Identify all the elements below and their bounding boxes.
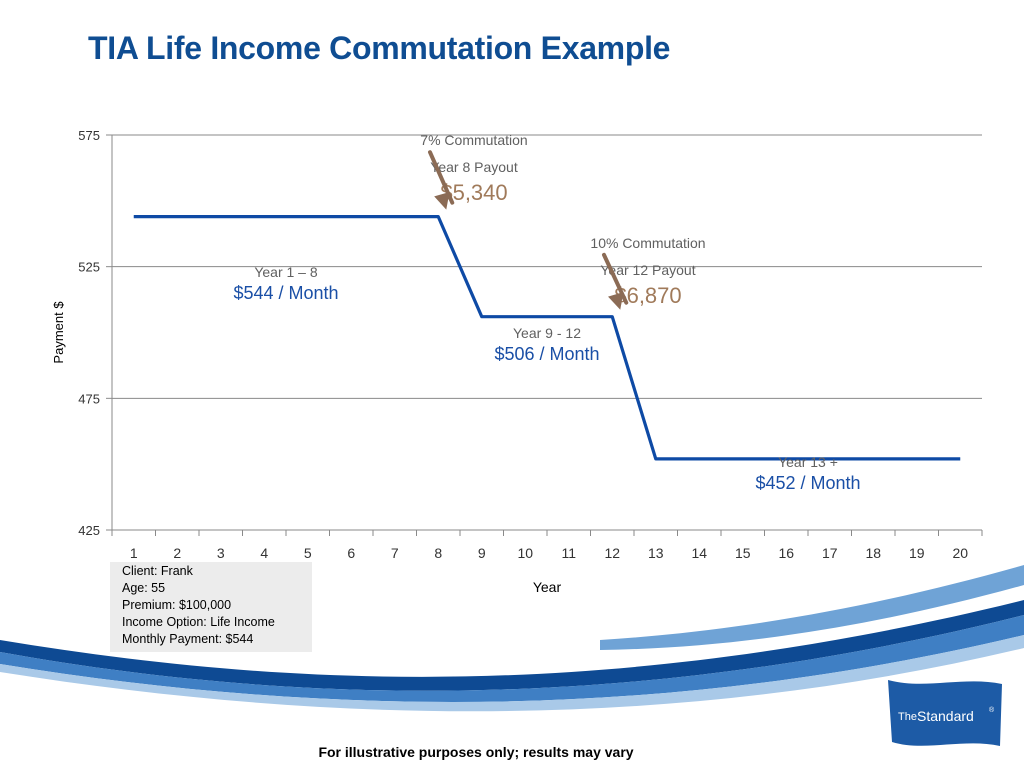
y-axis-title: Payment $	[51, 301, 66, 364]
x-tick-label: 10	[517, 545, 533, 561]
period-amount: $506	[494, 344, 534, 364]
period-label: Year 9 - 12	[513, 325, 581, 341]
period-value: $544 / Month	[233, 283, 338, 303]
x-tick-label: 17	[822, 545, 838, 561]
x-tick-label: 14	[691, 545, 707, 561]
y-tick-label: 575	[78, 128, 100, 143]
x-tick-label: 15	[735, 545, 751, 561]
x-tick-label: 16	[778, 545, 794, 561]
x-tick-label: 3	[217, 545, 225, 561]
y-tick-label: 475	[78, 391, 100, 406]
period-value: $506 / Month	[494, 344, 599, 364]
period-unit: / Month	[535, 344, 600, 364]
logo-the-text: The	[898, 711, 917, 723]
x-axis-title: Year	[533, 579, 562, 595]
the-standard-logo: The Standard ®	[888, 680, 1002, 746]
x-tick-label: 18	[865, 545, 881, 561]
x-tick-label: 6	[347, 545, 355, 561]
period-amount: $544	[233, 283, 273, 303]
payout-label: Year 12 Payout	[600, 262, 695, 278]
x-tick-label: 7	[391, 545, 399, 561]
x-tick-label: 11	[561, 545, 576, 561]
period-label: Year 1 – 8	[254, 264, 318, 280]
client-premium: Premium: $100,000	[122, 598, 232, 612]
y-tick-label: 425	[78, 523, 100, 538]
period-label: Year 13 +	[778, 454, 838, 470]
x-tick-label: 2	[173, 545, 181, 561]
payment-series-line	[133, 215, 961, 461]
arrow-head	[434, 192, 450, 210]
arrow-head	[608, 292, 624, 310]
x-tick-label: 1	[130, 545, 138, 561]
x-tick-label: 9	[478, 545, 486, 561]
logo-name-text: Standard	[917, 708, 974, 724]
period-unit: / Month	[796, 473, 861, 493]
commutation-label: 7% Commutation	[420, 132, 527, 148]
period-amount: $452	[755, 473, 795, 493]
period-unit: / Month	[274, 283, 339, 303]
client-monthly-payment: Monthly Payment: $544	[122, 632, 254, 646]
period-value: $452 / Month	[755, 473, 860, 493]
x-tick-label: 20	[952, 545, 968, 561]
client-income-option: Income Option: Life Income	[122, 615, 275, 629]
x-tick-label: 13	[648, 545, 664, 561]
client-info-box: Client: Frank Age: 55 Premium: $100,000 …	[110, 562, 312, 652]
x-tick-label: 4	[260, 545, 268, 561]
disclaimer-footer: For illustrative purposes only; results …	[318, 744, 634, 760]
x-tick-label: 12	[604, 545, 620, 561]
client-name: Client: Frank	[122, 564, 193, 578]
y-tick-label: 525	[78, 260, 100, 275]
commutation-label: 10% Commutation	[590, 235, 705, 251]
logo-registered-mark: ®	[989, 706, 995, 714]
page-title: TIA Life Income Commutation Example	[88, 30, 671, 66]
payout-label: Year 8 Payout	[430, 159, 518, 175]
x-tick-label: 5	[304, 545, 312, 561]
brand-swoosh	[0, 565, 1024, 712]
client-age: Age: 55	[122, 581, 166, 595]
x-tick-label: 8	[434, 545, 442, 561]
x-tick-label: 19	[909, 545, 925, 561]
